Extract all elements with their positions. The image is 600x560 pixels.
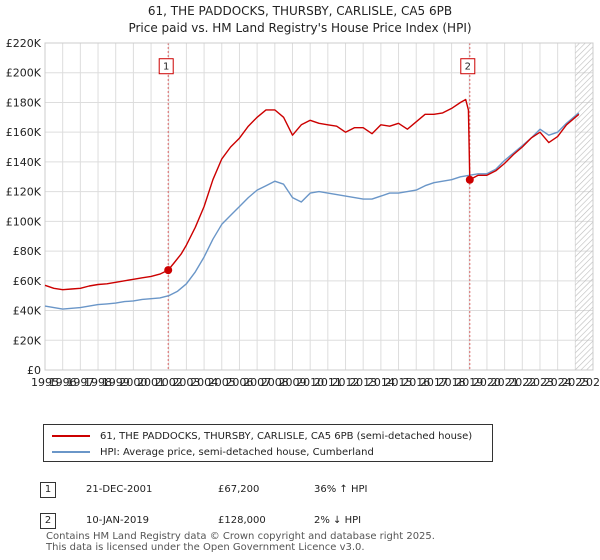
x-tick-label: 1998 [84,376,112,389]
transaction-date: 10-JAN-2019 [86,515,150,526]
sale-label-box [460,58,476,75]
legend-swatch-property [52,435,90,437]
x-tick-label: 2023 [526,376,554,389]
plot-border [44,42,594,371]
sale-point [465,175,474,184]
transaction-date: 21-DEC-2001 [86,484,153,495]
x-tick-label: 2006 [225,376,253,389]
x-tick-label: 1999 [102,376,130,389]
sale-point [164,266,173,275]
x-tick-label: 2010 [296,376,324,389]
y-tick-label: £220K [6,37,42,50]
y-tick-label: £180K [6,96,42,109]
legend-swatch-hpi [52,451,90,453]
x-tick-label: 2011 [314,376,342,389]
footer-licence: This data is licensed under the Open Gov… [46,542,365,553]
x-tick-label: 2005 [208,376,236,389]
footer: Contains HM Land Registry data © Crown c… [46,531,435,553]
y-tick-label: £20K [13,334,42,347]
x-tick-label: 2020 [473,376,501,389]
table-row: 2 10-JAN-2019 £128,000 2% ↓ HPI [40,505,367,536]
x-tick-label: 2025 [561,376,589,389]
sale-label-box [158,58,174,75]
transaction-hpi-diff: 2% ↓ HPI [314,515,362,526]
x-tick-label: 1995 [31,376,59,389]
y-tick-label: £40K [13,305,42,318]
y-tick-label: £140K [6,156,42,169]
x-tick-label: 2004 [190,376,218,389]
x-tick-label: 2009 [278,376,306,389]
x-tick-label: 2001 [137,376,165,389]
y-tick-label: £160K [6,126,42,139]
table-row: 1 21-DEC-2001 £67,200 36% ↑ HPI [40,474,367,505]
y-tick-label: £60K [13,275,42,288]
footer-copyright: Contains HM Land Registry data © Crown c… [46,531,435,542]
x-tick-label: 2026 [579,376,600,389]
x-tick-label: 2014 [367,376,395,389]
chart-area: £0 £20K £40K £60K £80K £100K £120K £140K £160K £1… [6,37,600,389]
x-tick-label: 2021 [491,376,519,389]
plot-background [45,43,593,370]
x-tick-label: 2018 [438,376,466,389]
y-tick-label: £0 [27,364,41,377]
x-tick-label: 1996 [49,376,77,389]
legend-label-hpi: HPI: Average price, semi-detached house,… [100,446,374,458]
transaction-number-badge: 1 [40,481,56,498]
transactions-table: 1 21-DEC-2001 £67,200 36% ↑ HPI 2 10-JAN… [40,474,367,536]
transaction-number-badge: 2 [40,512,56,529]
legend-item-property: 61, THE PADDOCKS, THURSBY, CARLISLE, CA5… [52,428,472,444]
x-tick-label: 2022 [508,376,536,389]
x-tick-label: 2015 [385,376,413,389]
x-tick-label: 2019 [455,376,483,389]
series-line-hpi [44,112,580,310]
y-tick-label: £80K [13,245,42,258]
series-line-property [44,98,580,291]
x-tick-label: 2007 [243,376,271,389]
chart-subtitle: Price paid vs. HM Land Registry's House … [128,21,472,35]
x-tick-label: 2012 [332,376,360,389]
transaction-price: £128,000 [218,515,266,526]
legend-item-hpi: HPI: Average price, semi-detached house,… [52,444,374,460]
x-tick-label: 2003 [172,376,200,389]
y-tick-label: £120K [6,186,42,199]
x-tick-label: 2013 [349,376,377,389]
chart-title: 61, THE PADDOCKS, THURSBY, CARLISLE, CA5… [147,4,453,18]
sale-label-text: 2 [465,62,471,73]
y-tick-label: £200K [6,67,42,80]
x-tick-label: 1997 [66,376,94,389]
x-tick-label: 2000 [119,376,147,389]
sale-label-text: 1 [163,62,169,73]
x-tick-label: 2002 [155,376,183,389]
transaction-hpi-diff: 36% ↑ HPI [314,484,368,495]
forecast-region [575,43,593,370]
transaction-price: £67,200 [218,484,260,495]
y-tick-label: £100K [6,215,42,228]
legend-label-property: 61, THE PADDOCKS, THURSBY, CARLISLE, CA5… [100,430,473,442]
x-tick-label: 2017 [420,376,448,389]
x-tick-label: 2008 [261,376,289,389]
x-tick-label: 2016 [402,376,430,389]
legend: 61, THE PADDOCKS, THURSBY, CARLISLE, CA5… [43,424,493,462]
x-tick-label: 2024 [544,376,572,389]
